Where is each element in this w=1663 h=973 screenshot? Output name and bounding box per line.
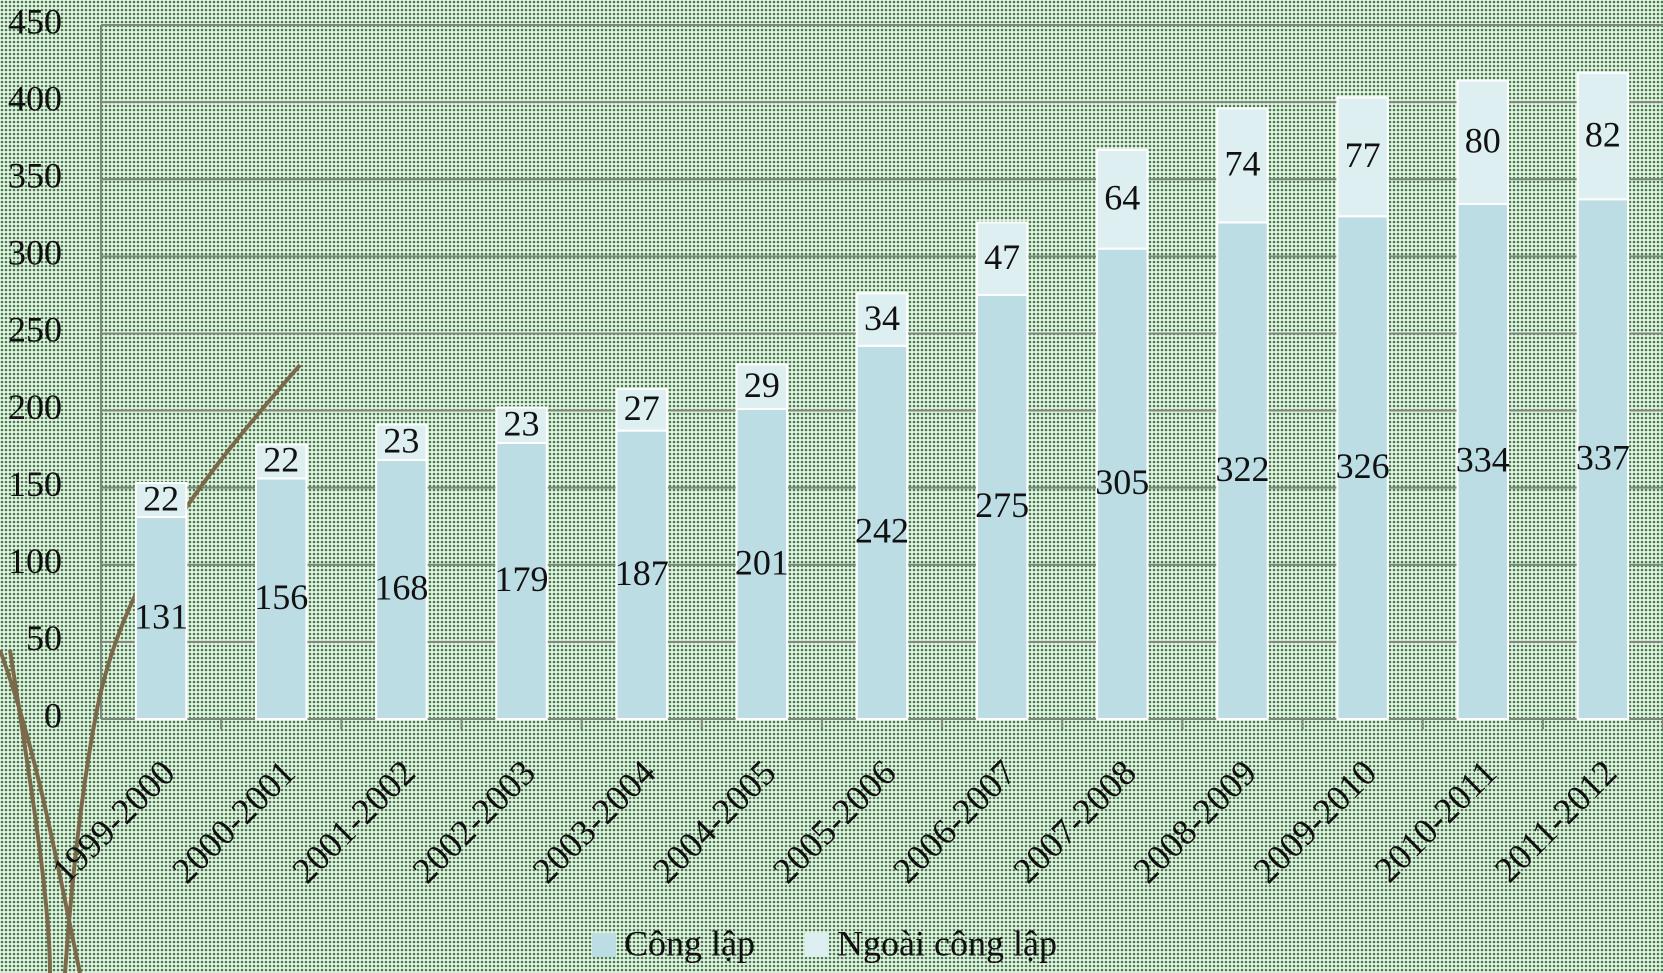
bar-segment bbox=[975, 221, 1029, 296]
data-label: 77 bbox=[1345, 135, 1381, 175]
y-tick-label: 300 bbox=[8, 233, 62, 273]
y-tick-label: 350 bbox=[8, 155, 62, 195]
data-label: 305 bbox=[1095, 462, 1149, 502]
bar-segment bbox=[735, 408, 789, 720]
bar-segment bbox=[495, 441, 548, 720]
bar-segment bbox=[134, 515, 188, 720]
data-label: 334 bbox=[1456, 440, 1510, 480]
data-label: 275 bbox=[975, 485, 1029, 525]
bar-segment bbox=[1096, 247, 1149, 720]
bar-segment bbox=[615, 429, 668, 720]
legend-swatch bbox=[592, 933, 616, 957]
data-label: 322 bbox=[1215, 449, 1269, 489]
bar-segment bbox=[1216, 107, 1269, 224]
legend-label: Ngoài công lập bbox=[837, 923, 1057, 963]
legend-label: Công lập bbox=[624, 923, 755, 963]
bar-segment bbox=[495, 406, 548, 444]
decoration bbox=[0, 363, 302, 973]
data-label: 337 bbox=[1576, 437, 1630, 477]
bar-segment bbox=[1576, 71, 1630, 201]
data-label: 22 bbox=[263, 440, 299, 480]
data-label: 22 bbox=[143, 478, 179, 518]
data-label: 74 bbox=[1224, 144, 1260, 184]
data-label: 201 bbox=[735, 542, 789, 582]
y-tick-label: 150 bbox=[8, 464, 62, 504]
bar-segment bbox=[1456, 79, 1510, 205]
data-label: 64 bbox=[1104, 178, 1140, 218]
legend-swatch bbox=[805, 933, 829, 957]
data-label: 131 bbox=[134, 596, 188, 636]
bar-segment bbox=[134, 482, 188, 518]
data-label: 187 bbox=[615, 553, 669, 593]
data-label: 242 bbox=[855, 511, 909, 551]
y-tick-label: 100 bbox=[8, 541, 62, 581]
bar-segment bbox=[375, 423, 428, 461]
data-label: 23 bbox=[504, 403, 540, 443]
bar-segment bbox=[1336, 96, 1389, 218]
data-label: 156 bbox=[254, 577, 308, 617]
data-label: 82 bbox=[1585, 114, 1621, 154]
data-label: 47 bbox=[984, 237, 1020, 277]
data-label: 179 bbox=[495, 559, 549, 599]
y-tick-label: 250 bbox=[8, 310, 62, 350]
bar-segment bbox=[1456, 202, 1510, 721]
data-label: 29 bbox=[744, 365, 780, 405]
data-label: 34 bbox=[864, 298, 900, 338]
data-label: 80 bbox=[1465, 120, 1501, 160]
data-label: 23 bbox=[383, 420, 419, 460]
bar-segment bbox=[855, 292, 909, 347]
y-tick-label: 0 bbox=[44, 695, 62, 735]
bar-segment bbox=[735, 363, 789, 411]
y-tick-label: 400 bbox=[8, 78, 62, 118]
bar-segment bbox=[254, 443, 308, 480]
data-label: 326 bbox=[1336, 446, 1390, 486]
y-tick-label: 450 bbox=[8, 1, 62, 41]
y-tick-label: 50 bbox=[26, 618, 62, 658]
bar-segment bbox=[1096, 148, 1149, 250]
data-label: 27 bbox=[624, 388, 660, 428]
data-label: 168 bbox=[374, 568, 428, 608]
bar-segment bbox=[615, 387, 668, 432]
y-tick-label: 200 bbox=[8, 387, 62, 427]
